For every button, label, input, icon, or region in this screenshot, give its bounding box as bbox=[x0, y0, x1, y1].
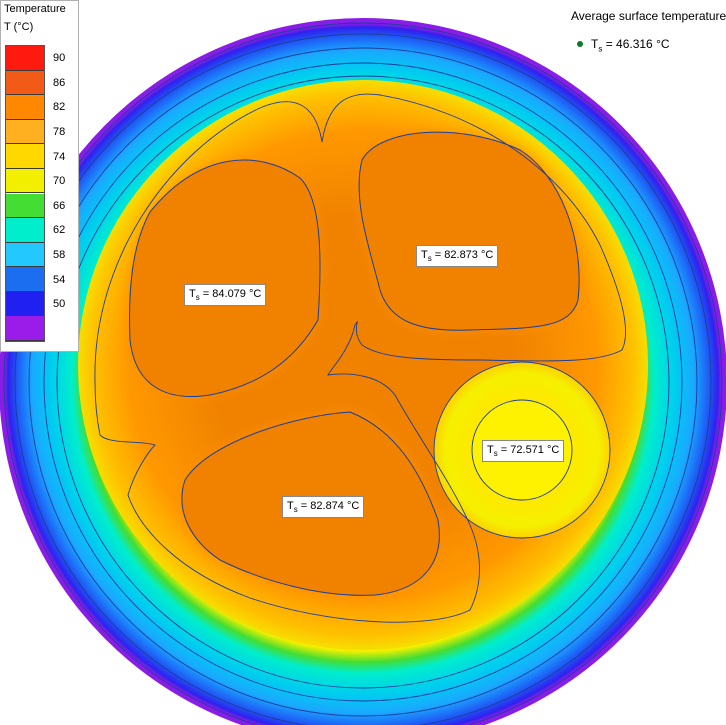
label-sub: s bbox=[427, 254, 432, 264]
legend-band bbox=[6, 144, 44, 169]
legend-tick-label: 50 bbox=[53, 298, 66, 311]
legend-title: Temperature bbox=[4, 3, 66, 15]
label-symbol: T bbox=[421, 249, 428, 261]
label-conductor-bottom: Ts = 82.874 °C bbox=[282, 496, 365, 519]
legend-color-bar bbox=[5, 45, 45, 342]
label-sub: s bbox=[293, 505, 298, 515]
legend-band bbox=[6, 242, 44, 268]
label-value: = 84.079 °C bbox=[202, 288, 262, 300]
legend-unit: T (°C) bbox=[4, 21, 34, 33]
label-value: = 82.874 °C bbox=[300, 500, 360, 512]
legend-tick-label: 86 bbox=[53, 76, 66, 89]
legend-tick-label: 82 bbox=[53, 101, 66, 114]
legend-tick-label: 58 bbox=[53, 248, 66, 261]
legend-tick-label: 70 bbox=[53, 175, 66, 188]
legend-band bbox=[6, 267, 44, 292]
legend-tick-label: 62 bbox=[53, 224, 66, 237]
label-symbol: T bbox=[189, 288, 196, 300]
isotherm-lines bbox=[3, 22, 723, 725]
legend-band bbox=[6, 46, 44, 71]
temperature-legend: Temperature T (°C) 90 86 82 78 74 70 66 62 58 54 5… bbox=[0, 0, 79, 352]
legend-band bbox=[6, 70, 44, 96]
legend-tick-label: 90 bbox=[53, 52, 66, 65]
label-symbol: T bbox=[287, 500, 294, 512]
label-value: = 72.571 °C bbox=[500, 444, 560, 456]
legend-band bbox=[6, 316, 44, 341]
avg-value: = 46.316 °C bbox=[605, 37, 670, 51]
legend-band bbox=[6, 193, 44, 219]
label-symbol: T bbox=[487, 444, 494, 456]
label-conductor-left: Ts = 84.079 °C bbox=[184, 284, 267, 307]
conductor-right bbox=[358, 131, 580, 331]
marker-dot-icon bbox=[577, 41, 583, 47]
average-surface-title: Average surface temperature bbox=[571, 9, 726, 23]
average-surface-value: Ts = 46.316 °C bbox=[568, 37, 670, 53]
legend-band bbox=[6, 218, 44, 243]
avg-sub: s bbox=[598, 44, 603, 54]
conductor-left bbox=[129, 159, 321, 397]
legend-tick-label: 74 bbox=[53, 150, 66, 163]
legend-band bbox=[6, 168, 44, 194]
label-value: = 82.873 °C bbox=[434, 249, 494, 261]
legend-band bbox=[6, 291, 44, 317]
legend-tick-label: 66 bbox=[53, 199, 66, 212]
label-conductor-small: Ts = 72.571 °C bbox=[482, 440, 565, 463]
label-sub: s bbox=[195, 293, 200, 303]
legend-tick-label: 78 bbox=[53, 126, 66, 139]
legend-tick-label: 54 bbox=[53, 273, 66, 286]
legend-band bbox=[6, 119, 44, 145]
label-conductor-right: Ts = 82.873 °C bbox=[416, 245, 499, 268]
avg-symbol: T bbox=[591, 37, 599, 51]
legend-band bbox=[6, 95, 44, 120]
label-sub: s bbox=[493, 449, 498, 459]
